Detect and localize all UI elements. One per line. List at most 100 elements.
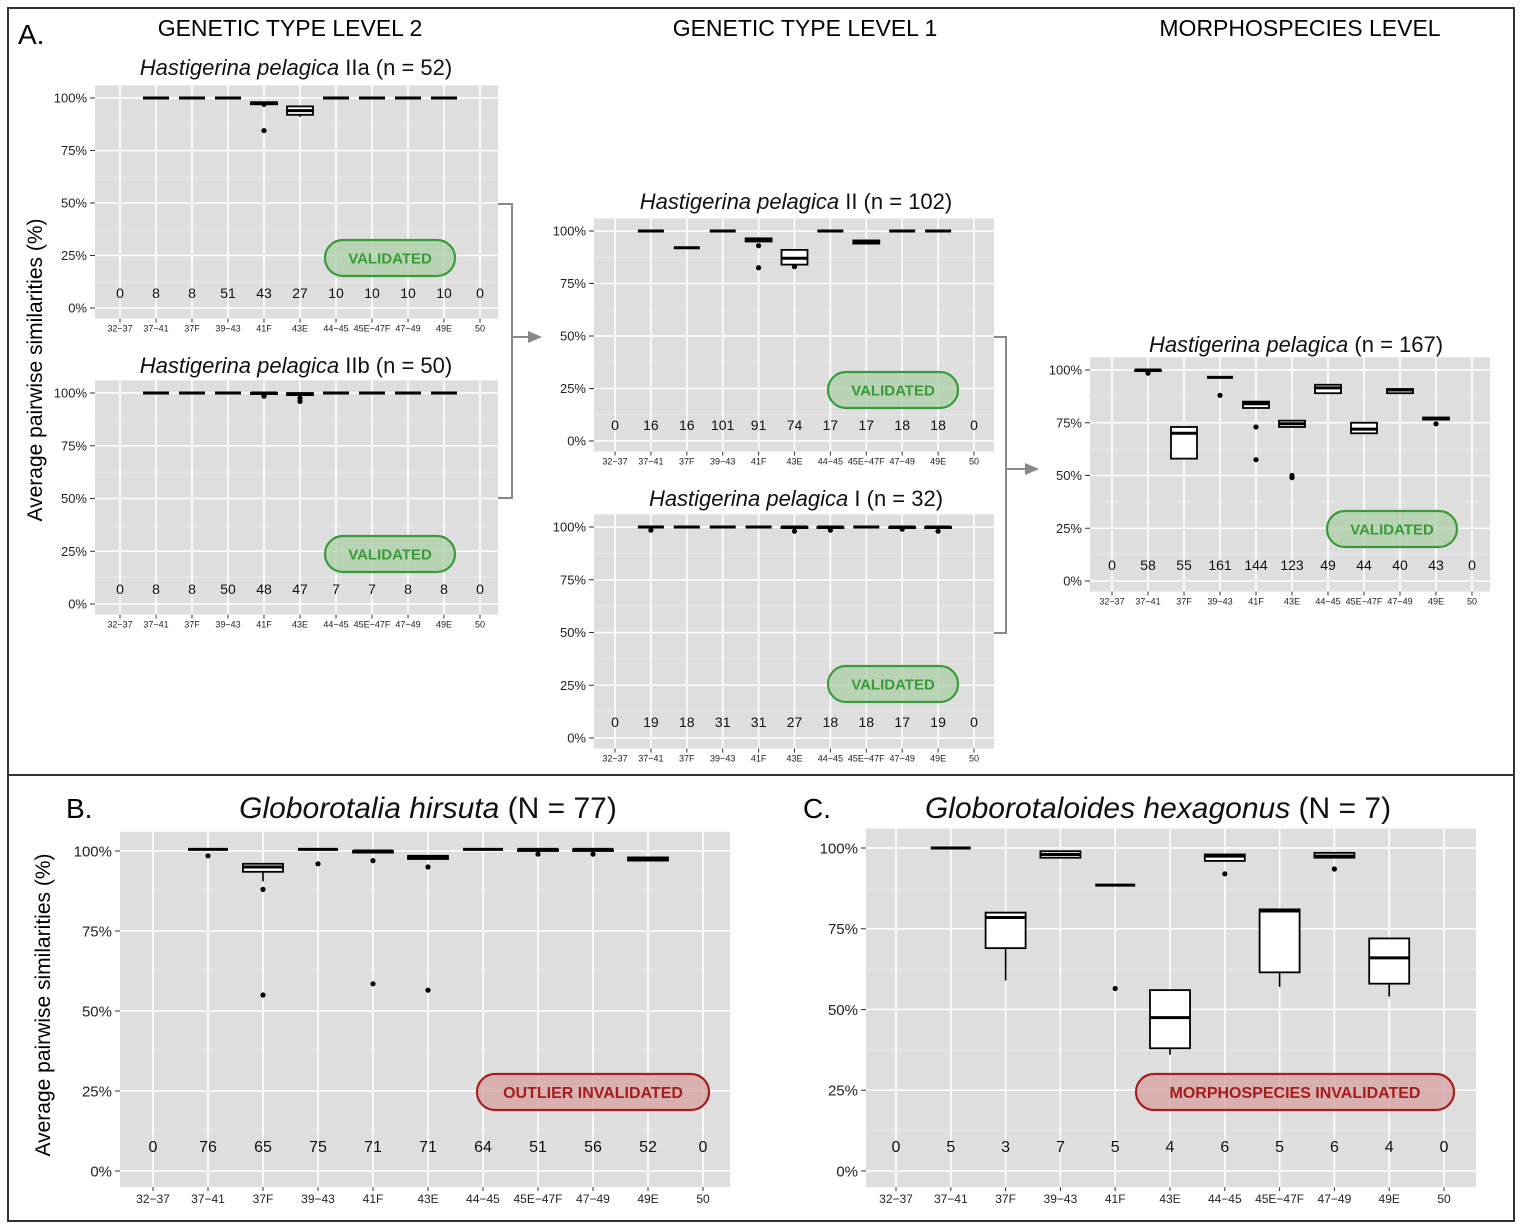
sample-count-label: 6	[1330, 1139, 1339, 1156]
y-tick-label: 25%	[82, 1083, 112, 1100]
x-tick-label: 50	[696, 1192, 710, 1206]
box-37F	[1170, 426, 1198, 460]
y-tick-label: 100%	[54, 91, 88, 106]
sample-count-label: 5	[1275, 1139, 1284, 1156]
y-tick-label: 75%	[828, 921, 858, 938]
sample-count-label: 0	[476, 285, 484, 301]
y-tick-label: 50%	[61, 196, 87, 211]
x-tick-label: 43E	[786, 457, 802, 467]
y-tick-label: 25%	[828, 1083, 858, 1100]
sample-count-label: 0	[476, 581, 484, 597]
chart-title-species: Hastigerina pelagica	[140, 353, 339, 378]
sample-count-label: 51	[220, 285, 236, 301]
chart-title-count: (N = 7)	[1290, 792, 1391, 825]
x-tick-label: 43E	[292, 324, 308, 334]
box-45E−47F	[1350, 421, 1378, 435]
sample-count-label: 17	[859, 417, 875, 433]
x-tick-label: 32−37	[1099, 597, 1124, 607]
box-47−49	[572, 847, 614, 852]
outlier-point	[315, 861, 321, 867]
validated-badge	[1325, 509, 1459, 549]
box-37F	[242, 862, 284, 882]
outlier-point	[260, 886, 266, 893]
sample-count-label: 0	[149, 1139, 158, 1156]
outlier-point	[205, 853, 211, 859]
x-tick-label: 43E	[417, 1192, 438, 1206]
sample-count-label: 74	[787, 417, 803, 433]
outlier-point	[648, 527, 654, 533]
x-tick-label: 49E	[1379, 1192, 1400, 1206]
sample-count-label: 5	[946, 1139, 955, 1156]
box-43E	[286, 392, 314, 397]
x-tick-label: 43E	[1159, 1192, 1180, 1206]
badge-label: VALIDATED	[851, 676, 935, 693]
y-tick-label: 75%	[61, 143, 87, 158]
chart-title-species: Hastigerina pelagica	[1149, 332, 1348, 357]
sample-count-label: 144	[1244, 557, 1268, 573]
x-tick-label: 39−43	[215, 324, 240, 334]
y-tick-label: 25%	[1056, 521, 1082, 536]
sample-count-label: 18	[930, 417, 946, 433]
sample-count-label: 7	[1056, 1139, 1065, 1156]
sample-count-label: 0	[1468, 557, 1476, 573]
outlier-point	[1253, 457, 1259, 463]
outlier-point	[297, 398, 303, 405]
x-tick-label: 50	[969, 754, 979, 764]
outlier-point	[1289, 472, 1295, 479]
box-39−43	[1039, 850, 1082, 859]
validated-badge	[826, 664, 960, 704]
x-tick-label: 37F	[995, 1192, 1016, 1206]
sample-count-label: 52	[639, 1139, 657, 1156]
chart-II: 0% 25% 50% 75% 100% 32−37 37−41 37F 39−43 41F 43E 4…	[553, 189, 994, 467]
x-tick-label: 47−49	[890, 754, 915, 764]
sample-count-label: 0	[970, 714, 978, 730]
sample-count-label: 65	[254, 1139, 272, 1156]
x-tick-label: 44−45	[818, 754, 843, 764]
sample-count-label: 4	[1166, 1139, 1175, 1156]
chart-title-count: IIa (n = 52)	[339, 55, 452, 80]
x-tick-label: 41F	[751, 457, 767, 467]
x-tick-label: 41F	[1248, 597, 1264, 607]
y-tick-label: 100%	[1049, 363, 1083, 378]
y-tick-label: 50%	[828, 1002, 858, 1019]
x-tick-label: 39−43	[710, 754, 735, 764]
chart-title-count: (N = 77)	[499, 792, 617, 825]
x-tick-label: 50	[1437, 1192, 1451, 1206]
sample-count-label: 0	[611, 714, 619, 730]
sample-count-label: 43	[1428, 557, 1444, 573]
box-41F	[1242, 400, 1270, 409]
chart-IIb: 0% 25% 50% 75% 100% 32−37 37−41 37F 39−43 41F 43E 4…	[54, 353, 498, 630]
sample-count-label: 58	[1140, 557, 1156, 573]
outlier-point	[899, 526, 905, 532]
sample-count-label: 64	[474, 1139, 492, 1156]
box-37F	[984, 911, 1027, 981]
invalidated-badge	[475, 1072, 711, 1112]
y-tick-label: 50%	[82, 1003, 112, 1020]
x-tick-label: 39−43	[710, 457, 735, 467]
x-tick-label: 43E	[786, 754, 802, 764]
x-tick-label: 47−49	[576, 1192, 610, 1206]
x-tick-label: 47−49	[395, 620, 420, 630]
y-tick-label: 50%	[61, 491, 87, 506]
chart-GH: 0% 25% 50% 75% 100% 32−37 37−41 37F 39−43 41F 43E 4…	[74, 792, 730, 1206]
box-47−49	[1313, 851, 1356, 859]
x-tick-label: 37F	[184, 324, 200, 334]
chart-title-species: Globorotaloides hexagonus	[925, 792, 1290, 825]
x-tick-label: 47−49	[1318, 1192, 1352, 1206]
sample-count-label: 19	[643, 714, 659, 730]
outlier-point	[261, 127, 267, 134]
sample-count-label: 5	[1111, 1139, 1120, 1156]
sample-count-label: 0	[1108, 557, 1116, 573]
x-tick-label: 50	[1467, 597, 1477, 607]
col-title-level-1: GENETIC TYPE LEVEL 1	[673, 15, 938, 41]
outlier-point	[1145, 370, 1151, 376]
sample-count-label: 19	[930, 714, 946, 730]
x-tick-label: 37F	[679, 457, 695, 467]
x-tick-label: 32−37	[602, 457, 627, 467]
outlier-point	[791, 528, 798, 534]
x-tick-label: 47−49	[395, 324, 420, 334]
sample-count-label: 27	[292, 285, 308, 301]
sample-count-label: 47	[292, 581, 308, 597]
sample-count-label: 71	[364, 1139, 382, 1156]
badge-label: VALIDATED	[851, 382, 935, 399]
